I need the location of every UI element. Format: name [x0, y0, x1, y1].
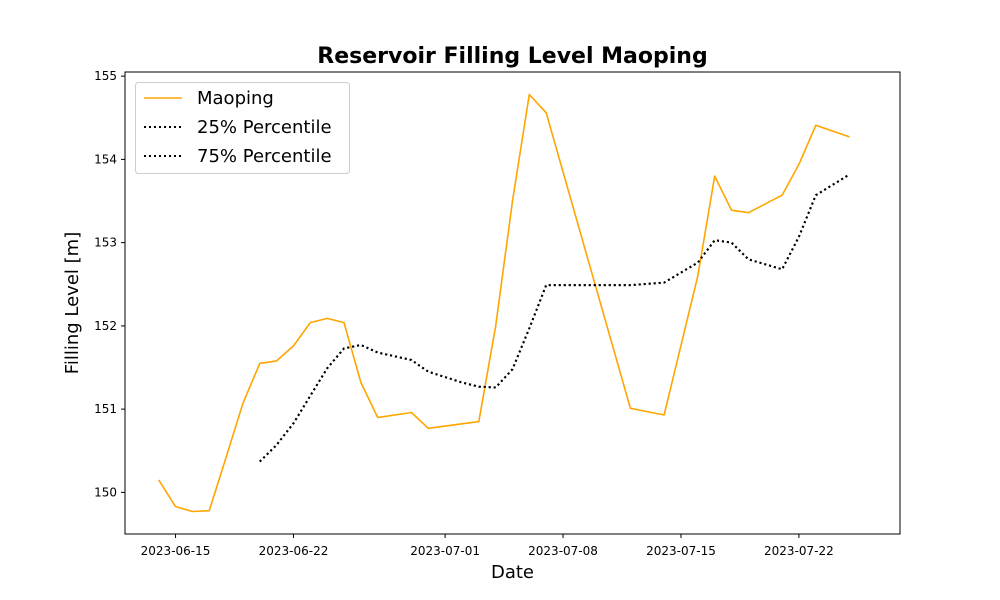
series-layer: [158, 93, 851, 513]
legend-box: [135, 82, 350, 174]
x-axis-label: Date: [491, 562, 534, 583]
y-axis-label: Filling Level [m]: [62, 232, 83, 374]
x-tick-label: 2023-07-01: [410, 544, 480, 558]
legend: Maoping 25% Percentile 75% Percentile: [135, 82, 350, 174]
x-tick-label: 2023-06-15: [141, 544, 211, 558]
y-axis: 150 151 152 153 154 155: [94, 69, 125, 499]
y-tick-label: 155: [94, 69, 117, 83]
y-tick-label: 154: [94, 152, 117, 166]
legend-label-0: Maoping: [197, 88, 274, 109]
x-tick-label: 2023-06-22: [259, 544, 329, 558]
x-axis: 2023-06-15 2023-06-22 2023-07-01 2023-07-08…: [141, 534, 834, 558]
series-line-2: [259, 173, 851, 463]
y-tick-label: 150: [94, 485, 117, 499]
y-tick-label: 153: [94, 236, 117, 250]
legend-label-1: 25% Percentile: [197, 117, 332, 138]
legend-label-2: 75% Percentile: [197, 146, 332, 167]
chart-title: Reservoir Filling Level Maoping: [317, 44, 707, 69]
series-line-0: [158, 93, 850, 513]
plot-frame: [124, 71, 901, 535]
y-tick-label: 151: [94, 402, 117, 416]
x-tick-label: 2023-07-15: [646, 544, 716, 558]
x-tick-label: 2023-07-22: [764, 544, 834, 558]
x-tick-label: 2023-07-08: [528, 544, 598, 558]
y-tick-label: 152: [94, 319, 117, 333]
series-line-1: [259, 173, 851, 463]
